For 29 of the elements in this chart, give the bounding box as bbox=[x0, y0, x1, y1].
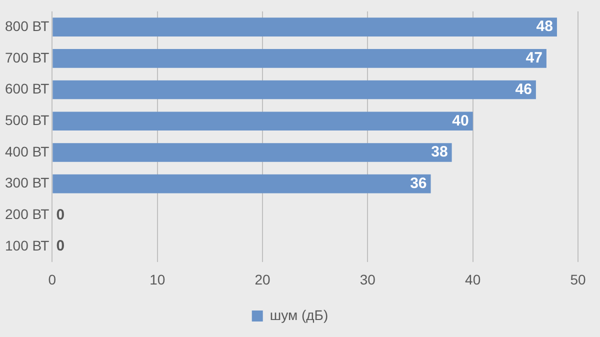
legend-label: шум (дБ) bbox=[270, 306, 328, 323]
x-tick-label: 0 bbox=[48, 271, 56, 288]
data-label: 0 bbox=[56, 206, 65, 224]
x-tick-label: 20 bbox=[254, 271, 271, 288]
y-tick-label: 600 ВТ bbox=[5, 80, 50, 97]
data-label: 36 bbox=[410, 174, 427, 192]
x-tick-label: 30 bbox=[360, 271, 376, 288]
bar bbox=[52, 143, 452, 162]
y-tick-label: 300 ВТ bbox=[5, 174, 50, 191]
bar bbox=[52, 174, 431, 194]
y-tick-label: 100 ВТ bbox=[5, 237, 50, 254]
y-tick-label: 800 ВТ bbox=[5, 18, 50, 34]
data-label: 46 bbox=[515, 80, 532, 98]
bar bbox=[52, 112, 473, 131]
x-tick-label: 10 bbox=[150, 271, 166, 288]
y-tick-label: 500 ВТ bbox=[5, 112, 50, 128]
x-tick-label: 50 bbox=[570, 271, 586, 288]
data-label: 38 bbox=[431, 144, 448, 161]
data-label: 40 bbox=[452, 112, 469, 130]
y-tick-label: 700 ВТ bbox=[5, 49, 50, 66]
data-label: 48 bbox=[536, 18, 553, 36]
y-tick-label: 400 ВТ bbox=[5, 143, 50, 160]
data-label: 47 bbox=[526, 50, 542, 67]
bar bbox=[52, 49, 546, 68]
data-label: 0 bbox=[56, 238, 65, 255]
x-tick-label: 40 bbox=[465, 271, 481, 288]
y-tick-label: 200 ВТ bbox=[5, 206, 50, 222]
bar bbox=[52, 80, 536, 100]
bar bbox=[52, 18, 557, 36]
